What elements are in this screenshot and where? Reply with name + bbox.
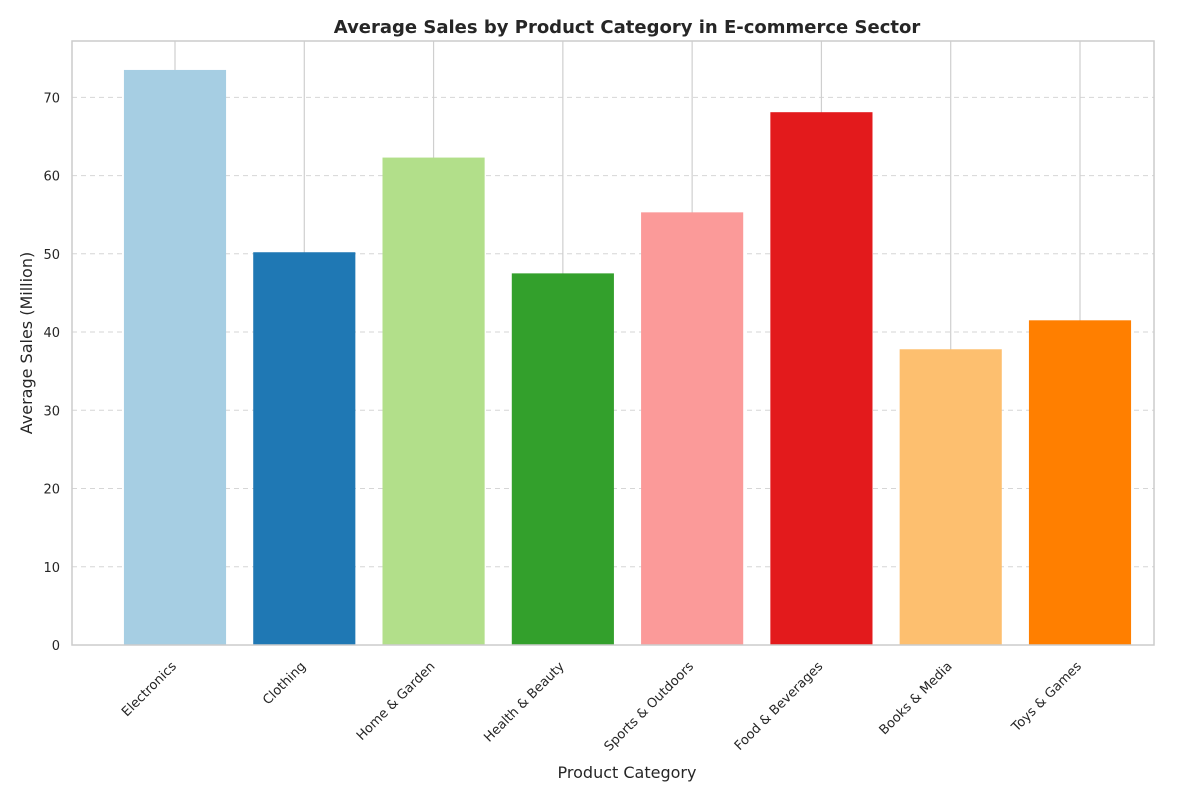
y-axis-label: Average Sales (Million)	[17, 252, 36, 434]
bar-health-beauty	[511, 273, 614, 645]
x-tick-label: Books & Media	[877, 659, 956, 738]
y-tick-label: 30	[43, 404, 60, 419]
bar-clothing	[253, 252, 356, 645]
x-tick-label: Sports & Outdoors	[602, 659, 698, 755]
x-tick-label: Clothing	[260, 659, 309, 708]
chart-title: Average Sales by Product Category in E-c…	[334, 17, 921, 38]
bar-food-beverages	[770, 112, 873, 645]
y-tick-labels: 0 10 20 30 40 50 60 70	[43, 91, 60, 654]
x-tick-labels: Electronics Clothing Home & Garden Health &…	[119, 659, 1085, 755]
x-tick-label: Home & Garden	[354, 659, 438, 743]
plot-frame	[71, 40, 1155, 646]
x-axis-label: Product Category	[558, 763, 697, 782]
y-tick-label: 0	[52, 639, 60, 654]
x-tick-label: Electronics	[119, 659, 180, 720]
y-tick-label: 50	[43, 248, 60, 263]
y-tick-label: 10	[43, 561, 60, 576]
x-tick-label: Food & Beverages	[732, 659, 827, 754]
y-tick-label: 20	[43, 483, 60, 498]
y-tick-label: 40	[43, 326, 60, 341]
bar-toys-games	[1028, 320, 1132, 645]
bars	[123, 69, 1132, 646]
bar-sports-outdoors	[641, 212, 744, 645]
x-tick-label: Toys & Games	[1008, 659, 1085, 736]
x-tick-label: Health & Beauty	[481, 659, 567, 745]
bar-electronics	[123, 69, 227, 646]
bar-home-garden	[382, 157, 485, 645]
y-tick-label: 60	[43, 170, 60, 185]
y-tick-label: 70	[43, 91, 60, 106]
bar-books-media	[899, 349, 1002, 645]
